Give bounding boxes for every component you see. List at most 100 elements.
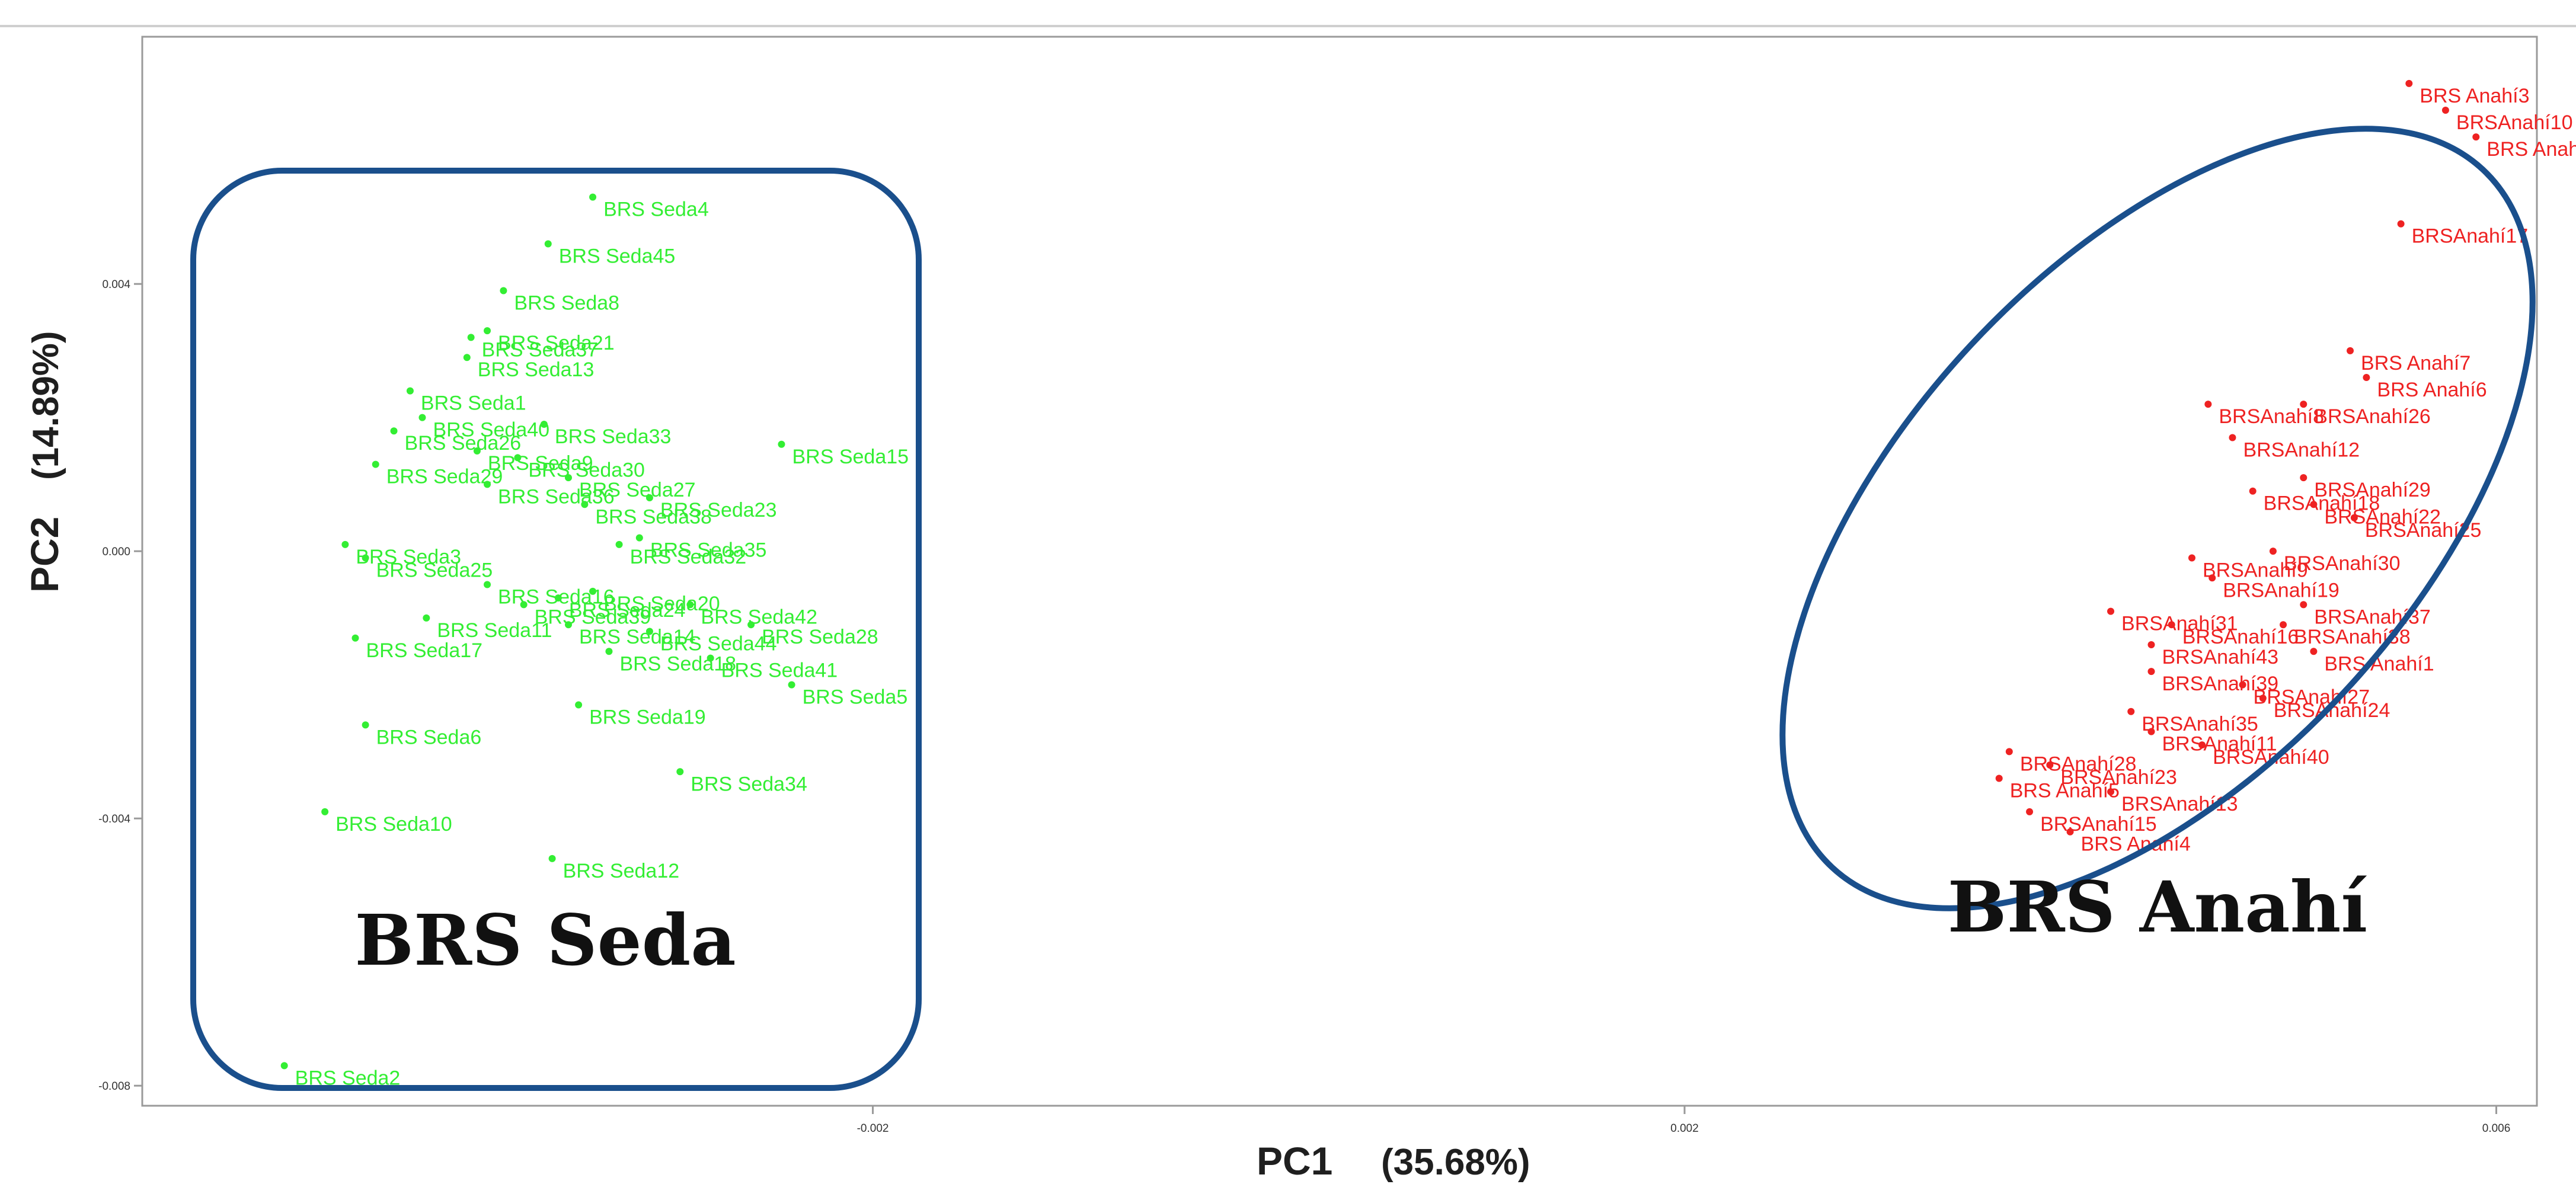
data-point (605, 648, 613, 655)
data-point (1995, 774, 2003, 782)
x-tick-label: 0.006 (2482, 1122, 2511, 1135)
data-point (2147, 728, 2155, 735)
point-label: BRS Seda30 (528, 459, 645, 481)
data-point (520, 601, 528, 609)
point-label: BRS Seda9 (488, 452, 593, 475)
data-point (564, 474, 572, 482)
data-point (2229, 434, 2236, 441)
point-label: BRS Seda33 (555, 425, 672, 448)
data-point (2107, 607, 2115, 615)
data-point (423, 614, 430, 622)
data-point (473, 447, 481, 455)
point-label: BRS Seda36 (498, 485, 615, 508)
data-point (788, 681, 795, 689)
series-brs-anahi: BRS Anahí3 BRSAnahí10 BRS Anahí2 BRSAnahí17… (1995, 79, 2576, 856)
point-label: BRS Seda39 (535, 606, 651, 628)
data-point (351, 634, 359, 642)
point-label: BRSAnahí27 (2254, 686, 2370, 709)
data-point (372, 460, 379, 468)
point-label: BRS Seda19 (589, 706, 706, 729)
y-tick-label: -0.004 (98, 813, 130, 825)
brs-seda-group-label: BRS Seda (354, 899, 736, 981)
data-point (2107, 788, 2115, 796)
data-point (280, 1062, 288, 1070)
y-tick-label: 0.004 (102, 279, 130, 291)
data-point (747, 621, 755, 629)
data-point (321, 808, 329, 815)
point-label: BRSAnahí39 (2162, 673, 2278, 695)
data-point (2300, 474, 2307, 482)
point-label: BRSAnahí19 (2223, 579, 2340, 601)
point-label: BRS Anahí5 (2010, 780, 2120, 802)
point-label: BRS Seda20 (603, 593, 720, 615)
point-label: BRS Seda17 (366, 639, 482, 662)
point-label: BRSAnahí11 (2162, 733, 2277, 756)
point-label: BRS Seda40 (433, 419, 549, 441)
data-point (514, 454, 522, 462)
data-point (467, 334, 475, 341)
point-label: BRS Seda10 (335, 813, 452, 836)
data-point (589, 587, 597, 595)
data-point (778, 440, 785, 448)
data-point (2347, 347, 2354, 354)
point-label: BRS Seda41 (721, 660, 838, 682)
point-label: BRS Seda37 (482, 338, 599, 361)
y-axis-title-group: PC2 (14.89%) (23, 331, 66, 593)
data-point (2259, 694, 2267, 702)
point-label: BRSAnahí29 (2314, 479, 2431, 501)
point-label: BRS Anahí3 (2420, 85, 2529, 107)
point-label: BRS Seda21 (498, 332, 615, 354)
point-label: BRS Seda35 (650, 539, 767, 562)
data-point (615, 540, 623, 548)
data-point (362, 554, 369, 562)
data-point (2310, 648, 2318, 655)
data-point (575, 701, 583, 709)
point-label: BRSAnahí28 (2020, 753, 2137, 775)
point-label: BRSAnahí16 (2182, 626, 2299, 648)
data-point (645, 494, 653, 501)
point-label: BRSAnahí22 (2324, 505, 2441, 528)
point-label: BRS Seda18 (619, 652, 736, 675)
data-point (2046, 761, 2054, 769)
data-point (2127, 708, 2135, 715)
point-label: BRS Seda28 (762, 626, 878, 648)
point-label: BRS Seda34 (691, 773, 807, 795)
data-point (2188, 554, 2195, 562)
data-point (2005, 748, 2013, 756)
data-point (2147, 641, 2155, 649)
group-annotations: BRS Seda BRS Anahí (190, 126, 2536, 1091)
data-point (2310, 501, 2318, 508)
y-axis-variance: (14.89%) (25, 331, 66, 480)
point-label: BRS Anahí2 (2486, 138, 2576, 161)
point-label: BRS Seda6 (376, 726, 482, 748)
data-point (463, 354, 471, 361)
point-label: BRS Seda3 (356, 546, 461, 568)
data-point (2168, 621, 2175, 629)
data-point (484, 327, 491, 335)
data-point (2300, 601, 2307, 609)
point-label: BRS Seda27 (579, 479, 696, 501)
point-label: BRSAnahí35 (2142, 713, 2258, 735)
point-label: BRS Seda14 (579, 626, 696, 648)
data-point (2441, 107, 2449, 114)
y-tick-label: -0.008 (98, 1080, 130, 1093)
point-label: BRS Seda42 (701, 606, 817, 628)
data-point (2249, 487, 2257, 495)
point-label: BRSAnahí30 (2284, 552, 2401, 575)
data-point (500, 287, 507, 295)
data-point (2397, 220, 2405, 228)
data-point (341, 540, 349, 548)
point-label: BRSAnahí9 (2203, 559, 2308, 581)
point-label: BRSAnahí15 (2040, 813, 2157, 836)
point-label: BRS Seda38 (595, 505, 712, 528)
point-label: BRSAnahí17 (2412, 225, 2529, 248)
x-axis-variance: (35.68%) (1381, 1142, 1530, 1183)
data-point (540, 420, 548, 428)
data-point (2066, 828, 2074, 836)
point-label: BRSAnahí10 (2456, 111, 2573, 134)
data-point (2472, 133, 2480, 141)
point-label: BRSAnahí26 (2314, 405, 2431, 428)
point-label: BRS Seda45 (559, 245, 676, 268)
point-label: BRSAnahí8 (2219, 405, 2324, 428)
